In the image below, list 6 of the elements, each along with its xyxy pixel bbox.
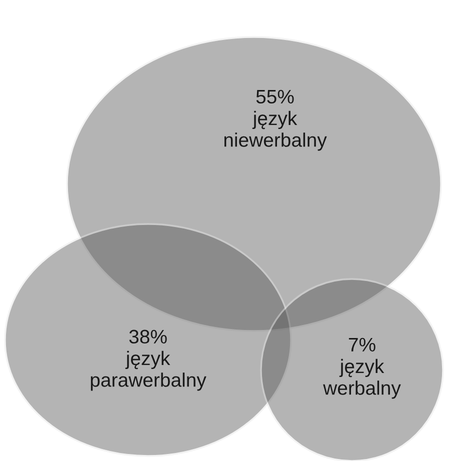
data-label: 55%	[256, 90, 294, 104]
category-label: język werbalny	[323, 358, 401, 399]
data-label: 38%	[129, 330, 167, 344]
category-label: język niewerbalny	[224, 110, 327, 151]
category-label: język parawerbalny	[90, 350, 206, 391]
data-label: 7%	[348, 338, 376, 352]
